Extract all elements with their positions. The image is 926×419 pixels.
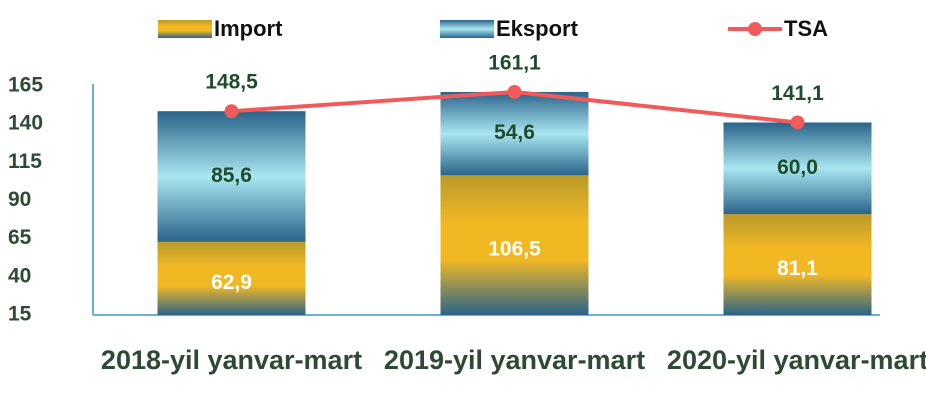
x-tick-label: 2019-yil yanvar-mart [383, 345, 646, 375]
bar-segment [157, 241, 306, 315]
line-point [790, 115, 805, 130]
line-point [507, 84, 522, 99]
data-label: 62,9 [211, 271, 252, 294]
y-tick-label: 65 [8, 226, 32, 249]
y-tick-label: 165 [8, 74, 43, 97]
y-tick-label: 140 [8, 112, 43, 135]
bar-segment [157, 111, 306, 242]
legend-swatch [748, 22, 762, 36]
x-tick-label: 2018-yil yanvar-mart [100, 345, 363, 375]
legend-label: TSA [784, 16, 828, 41]
data-label: 85,6 [211, 164, 252, 187]
data-label: 148,5 [205, 71, 258, 94]
y-tick-label: 115 [8, 150, 42, 173]
legend-label: Eksport [496, 16, 579, 41]
data-label: 54,6 [494, 121, 535, 144]
legend-swatch [440, 20, 494, 38]
data-label: 161,1 [488, 52, 541, 75]
data-label: 60,0 [777, 156, 818, 179]
y-tick-label: 15 [8, 303, 32, 326]
data-label: 141,1 [771, 82, 824, 105]
y-tick-label: 90 [8, 188, 31, 211]
data-label: 106,5 [488, 238, 541, 261]
data-label: 81,1 [777, 257, 818, 280]
y-tick-label: 40 [8, 264, 31, 287]
legend-swatch [158, 20, 212, 38]
bar-segment [440, 175, 589, 315]
legend-label: Import [214, 16, 283, 41]
x-tick-label: 2020-yil yanvar-mart [666, 345, 926, 375]
bar-segment [723, 214, 872, 315]
bar-segment [723, 122, 872, 215]
bar-segment [440, 91, 589, 176]
line-point [224, 104, 239, 119]
